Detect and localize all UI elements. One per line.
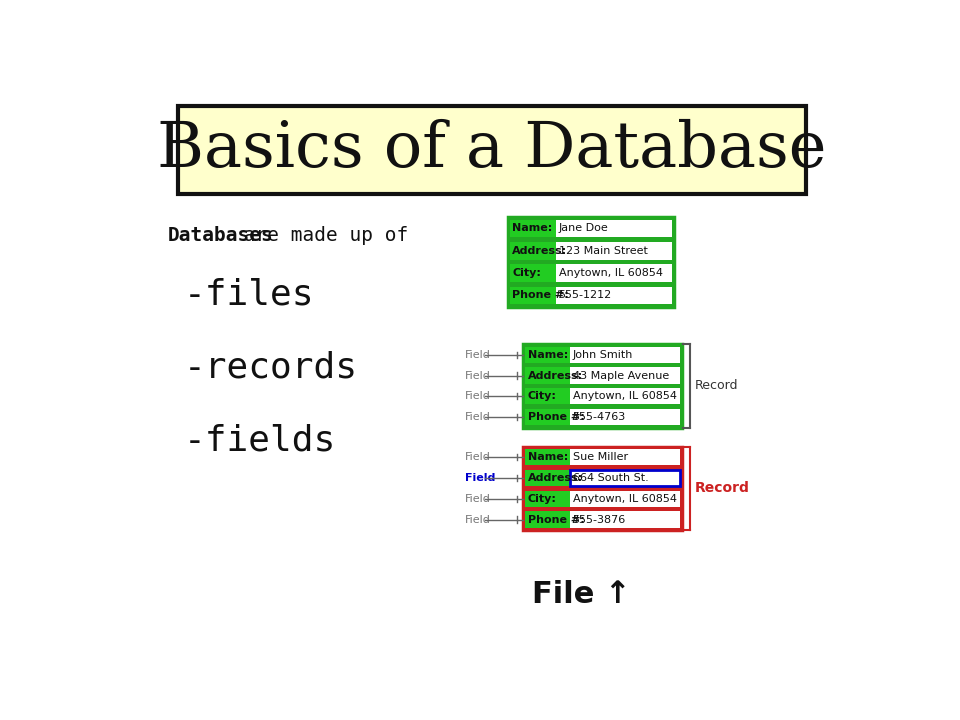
Text: 555-3876: 555-3876 [572,515,626,525]
FancyBboxPatch shape [569,490,680,507]
Text: Field: Field [465,412,491,422]
Text: Field: Field [465,473,495,483]
Text: Field: Field [465,371,491,381]
Text: Anytown, IL 60854: Anytown, IL 60854 [572,494,677,504]
FancyBboxPatch shape [510,220,556,238]
Text: City:: City: [528,392,557,401]
Text: Address:: Address: [512,246,567,256]
FancyBboxPatch shape [525,409,569,426]
Text: Phone #:: Phone #: [512,290,569,300]
Text: Databases: Databases [168,225,274,245]
FancyBboxPatch shape [525,388,569,405]
Text: Field: Field [465,515,491,525]
Text: Record: Record [694,379,738,392]
FancyBboxPatch shape [523,344,682,428]
FancyBboxPatch shape [525,511,569,528]
Text: Phone #:: Phone #: [528,515,585,525]
FancyBboxPatch shape [569,367,680,384]
FancyBboxPatch shape [525,490,569,507]
FancyBboxPatch shape [525,346,569,363]
FancyBboxPatch shape [525,367,569,384]
Text: Sue Miller: Sue Miller [572,452,628,462]
FancyBboxPatch shape [510,287,556,305]
FancyBboxPatch shape [508,217,674,307]
Text: -files: -files [183,277,314,311]
Text: Name:: Name: [512,223,552,233]
FancyBboxPatch shape [556,242,672,260]
Text: Address:: Address: [528,371,583,381]
Text: 123 Main Street: 123 Main Street [559,246,648,256]
Text: Jane Doe: Jane Doe [559,223,609,233]
FancyBboxPatch shape [525,470,569,486]
FancyBboxPatch shape [523,446,682,530]
FancyBboxPatch shape [569,409,680,426]
Text: Field: Field [465,452,491,462]
FancyBboxPatch shape [569,470,680,486]
Text: Record: Record [694,482,749,495]
Text: 664 South St.: 664 South St. [572,473,648,483]
Text: Anytown, IL 60854: Anytown, IL 60854 [559,268,662,278]
Text: 43 Maple Avenue: 43 Maple Avenue [572,371,669,381]
FancyBboxPatch shape [569,511,680,528]
Text: File ↑: File ↑ [532,580,631,609]
Text: City:: City: [528,494,557,504]
FancyBboxPatch shape [525,449,569,465]
FancyBboxPatch shape [556,264,672,282]
Text: 555-1212: 555-1212 [559,290,612,300]
Text: Name:: Name: [528,452,568,462]
Text: Anytown, IL 60854: Anytown, IL 60854 [572,392,677,401]
Text: Field: Field [465,494,491,504]
Text: are made up of: are made up of [231,225,408,245]
Text: Field: Field [465,392,491,401]
Text: -records: -records [183,351,357,384]
FancyBboxPatch shape [556,287,672,305]
Text: Address:: Address: [528,473,583,483]
Text: -fields: -fields [183,423,336,458]
FancyBboxPatch shape [510,264,556,282]
FancyBboxPatch shape [556,220,672,238]
Text: Basics of a Database: Basics of a Database [157,120,827,181]
Text: Name:: Name: [528,350,568,360]
FancyBboxPatch shape [510,242,556,260]
FancyBboxPatch shape [179,106,805,194]
FancyBboxPatch shape [569,388,680,405]
Text: Phone #:: Phone #: [528,412,585,422]
FancyBboxPatch shape [569,449,680,465]
Text: Field: Field [465,350,491,360]
Text: 555-4763: 555-4763 [572,412,626,422]
FancyBboxPatch shape [569,346,680,363]
Text: John Smith: John Smith [572,350,633,360]
Text: City:: City: [512,268,541,278]
